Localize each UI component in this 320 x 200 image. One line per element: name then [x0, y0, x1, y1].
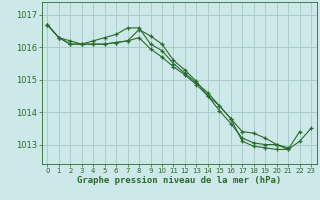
X-axis label: Graphe pression niveau de la mer (hPa): Graphe pression niveau de la mer (hPa) [77, 176, 281, 185]
